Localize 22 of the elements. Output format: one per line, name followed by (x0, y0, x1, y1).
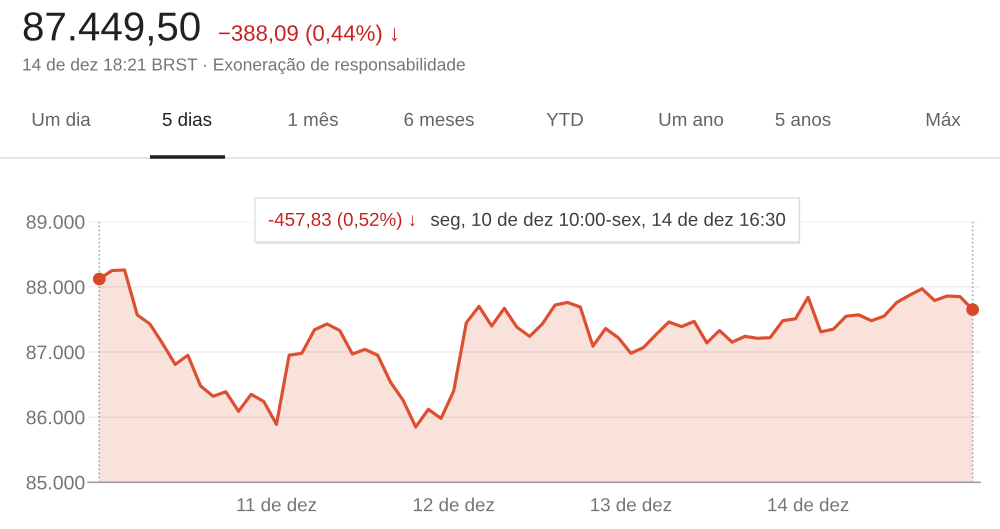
y-tick-label: 87.000 (26, 345, 84, 360)
y-tick-label: 85.000 (26, 476, 84, 490)
text: 1 mês (288, 112, 338, 126)
x-tick-label: 13 de dez (591, 498, 672, 512)
y-tick-label: 88.000 (26, 280, 84, 294)
x-tick-label: 11 de dez (237, 498, 316, 512)
y-tick-label: 89.000 (26, 215, 84, 229)
text: Um ano (660, 112, 724, 126)
annotation: -457,83 (0,52%) ↓ (268, 212, 415, 230)
x-tick-label: 14 de dez (768, 498, 848, 512)
annotation: seg, 10 de dez 10:00-sex, 14 de dez 16:30 (430, 212, 786, 230)
text: 5 anos (776, 112, 830, 126)
y-tick-label: 86.000 (26, 410, 84, 424)
text: Um dia (32, 112, 91, 126)
text: YTD (546, 112, 583, 126)
text: −388,09 (0,44%) ↓ (218, 24, 398, 46)
text: 5 dias (162, 112, 212, 126)
chart-title: 87.449,50 (24, 12, 200, 46)
x-tick-label: 12 de dez (414, 498, 494, 512)
text: 6 meses (404, 112, 474, 126)
chart-subtitle: 14 de dez 18:21 BRST · Exoneração de responsabilidade (23, 58, 465, 74)
text: Máx (926, 112, 961, 126)
